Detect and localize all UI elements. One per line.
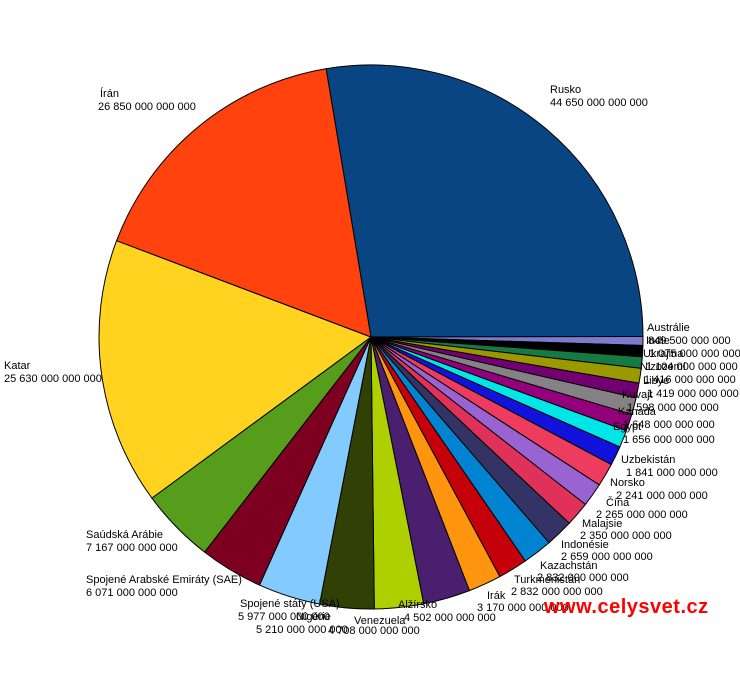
slice-label-name-alzirsko: Alžírsko: [398, 599, 438, 611]
slice-label-name-libye: Libye: [643, 375, 670, 387]
slice-label-value-nigerie: 5 210 000 000 000: [256, 624, 348, 636]
slice-label-value-uzbekistan: 1 841 000 000 000: [626, 467, 718, 479]
slice-label-name-sae: Spojené Arabské Emiráty (SAE): [86, 574, 242, 586]
slice-label-name-iran: Írán: [100, 88, 119, 100]
watermark-url: www.celysvet.cz: [544, 596, 709, 618]
slice-label-name-turkmenistan: Turkmenistán: [514, 574, 581, 586]
slice-label-value-turkmenistan: 2 832 000 000 000: [511, 586, 603, 598]
slice-label-value-cina: 2 265 000 000 000: [596, 509, 688, 521]
slice-label-value-usa: 5 977 000 000 000: [238, 611, 330, 623]
slice-label-name-kazachstan: Kazachstán: [540, 560, 598, 572]
slice-label-value-kazachstan: 2 832 000 000 000: [537, 572, 629, 584]
slice-label-name-norsko: Norsko: [610, 477, 645, 489]
slice-label-name-cina: Čína: [606, 497, 630, 509]
slice-label-value-katar: 25 630 000 000 000: [4, 373, 102, 385]
pie-slice-iran: [115, 68, 372, 338]
slice-label-value-egypt: 1 656 000 000 000: [623, 434, 715, 446]
slice-label-value-rusko: 44 650 000 000 000: [550, 97, 648, 109]
slice-label-value-iran: 26 850 000 000 000: [98, 101, 196, 113]
slice-label-name-katar: Katar: [4, 360, 31, 372]
slice-label-value-indonesie: 2 659 000 000 000: [561, 551, 653, 563]
slice-label-name-malajsie: Malajsie: [582, 518, 623, 530]
slice-label-value-saudska_arabie: 7 167 000 000 000: [86, 542, 178, 554]
pie-slice-rusko: [325, 64, 644, 338]
slice-label-value-ukrajina: 1 104 000 000 000: [646, 361, 738, 373]
slice-label-value-norsko: 2 241 000 000 000: [616, 490, 708, 502]
slice-label-value-nizozemi: 1 416 000 000 000: [644, 374, 736, 386]
slice-label-value-irak: 3 170 000 000 000: [477, 602, 569, 614]
slice-label-name-kanada: Kanada: [618, 406, 656, 418]
slice-label-value-indie: 1 075 000 000 000: [649, 348, 740, 360]
slice-label-name-irak: Irák: [487, 590, 506, 602]
slice-label-name-australie: Austrálie: [647, 322, 690, 334]
slice-label-name-uzbekistan: Uzbekistán: [621, 454, 676, 466]
slice-label-value-australie: 849 500 000 000: [648, 335, 731, 347]
slice-label-name-nizozemi: Nizozemí: [640, 361, 686, 373]
slice-label-name-indonesie: Indonésie: [561, 539, 609, 551]
slice-label-value-sae: 6 071 000 000 000: [86, 587, 178, 599]
pie-slice-katar: [98, 240, 373, 499]
slice-label-value-libye: 1 419 000 000 000: [647, 388, 739, 400]
slice-label-value-alzirsko: 4 502 000 000 000: [404, 612, 496, 624]
slice-label-value-malajsie: 2 350 000 000 000: [580, 530, 672, 542]
slice-label-name-rusko: Rusko: [550, 84, 582, 96]
slice-label-value-venezuela: 4 708 000 000 000: [328, 625, 420, 637]
slice-label-value-kuvajt: 1 598 000 000 000: [627, 402, 719, 414]
slice-label-name-venezuela: Venezuela: [354, 615, 406, 627]
slice-label-name-nigerie: Nigérie: [296, 611, 331, 623]
slice-label-name-usa: Spojené státy (USA): [240, 598, 340, 610]
slice-label-name-ukrajina: Ukrajina: [643, 348, 684, 360]
slice-label-name-kuvajt: Kuvajt: [622, 389, 653, 401]
slice-label-name-indie: Indie: [646, 335, 670, 347]
slice-label-name-egypt: Egypt: [613, 421, 642, 433]
slice-label-value-kanada: 1 648 000 000 000: [623, 419, 715, 431]
slice-label-name-saudska_arabie: Saúdská Arábie: [86, 529, 164, 541]
